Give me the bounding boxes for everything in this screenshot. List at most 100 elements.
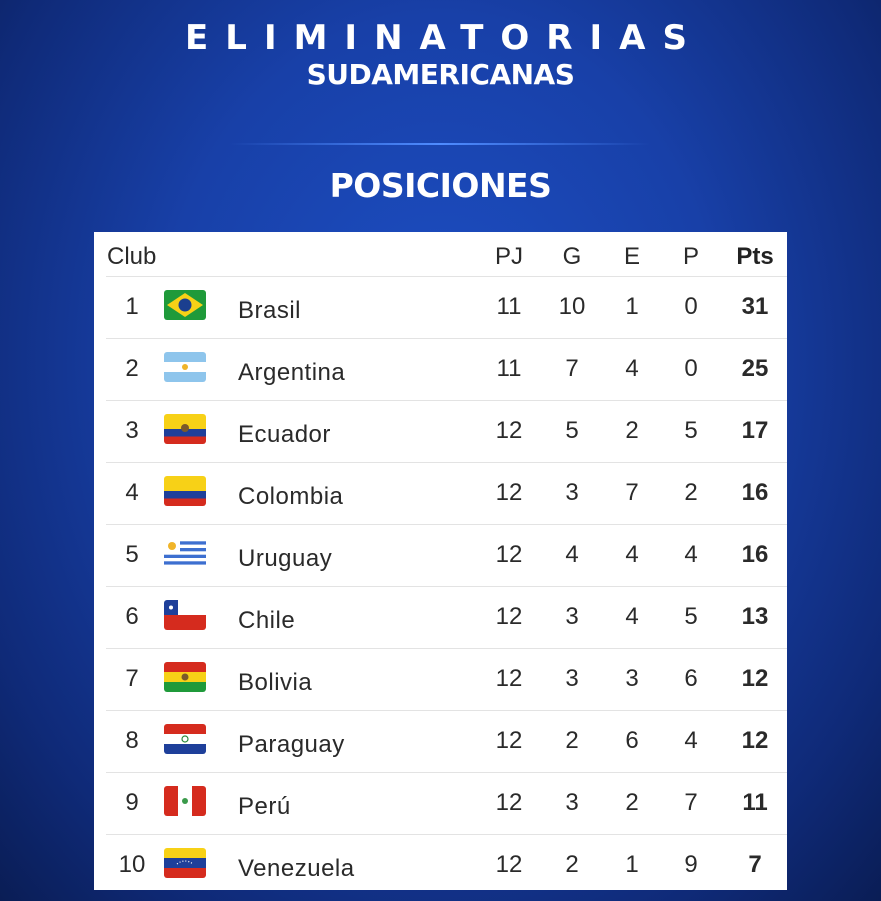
rank: 4 <box>125 479 139 506</box>
table-row[interactable]: 10 Venezuela 12 2 1 9 7 <box>94 834 787 890</box>
rank: 8 <box>125 727 139 754</box>
played: 12 <box>495 417 523 444</box>
col-p: P <box>682 243 699 270</box>
team-name[interactable]: Venezuela <box>238 855 355 882</box>
drawn: 6 <box>625 727 639 754</box>
lost: 7 <box>684 789 698 816</box>
col-pj: PJ <box>494 243 523 270</box>
row-divider <box>106 524 787 525</box>
divider <box>230 143 650 145</box>
played: 11 <box>496 355 522 382</box>
rank: 6 <box>125 603 139 630</box>
won: 2 <box>565 727 579 754</box>
rank: 5 <box>125 541 139 568</box>
row-divider <box>106 338 787 339</box>
table-row[interactable]: 2 Argentina 11 7 4 0 25 <box>94 338 787 400</box>
table-row[interactable]: 8 Paraguay 12 2 6 4 12 <box>94 710 787 772</box>
table-row[interactable]: 1 Brasil 11 10 1 0 31 <box>94 276 787 338</box>
won: 10 <box>558 293 586 320</box>
played: 12 <box>495 727 523 754</box>
won: 3 <box>565 665 579 692</box>
points: 13 <box>741 603 769 630</box>
brazil-flag-icon <box>164 290 206 320</box>
points: 16 <box>741 541 769 568</box>
team-name[interactable]: Colombia <box>238 483 344 510</box>
chile-flag-icon <box>164 600 206 630</box>
peru-flag-icon <box>164 786 206 816</box>
lost: 5 <box>684 603 698 630</box>
title-sudamericanas: SUDAMERICANAS <box>306 58 575 91</box>
rank: 10 <box>118 851 146 878</box>
table-row[interactable]: 4 Colombia 12 3 7 2 16 <box>94 462 787 524</box>
col-e: E <box>623 243 640 270</box>
won: 3 <box>565 479 579 506</box>
played: 12 <box>495 603 523 630</box>
points: 12 <box>741 727 769 754</box>
points: 25 <box>741 355 769 382</box>
lost: 5 <box>684 417 698 444</box>
points: 17 <box>741 417 769 444</box>
points: 12 <box>741 665 769 692</box>
title-eliminatorias: ELIMINATORIAS <box>185 18 704 58</box>
lost: 0 <box>684 293 698 320</box>
drawn: 3 <box>625 665 639 692</box>
won: 5 <box>565 417 579 444</box>
played: 12 <box>495 541 523 568</box>
rank: 3 <box>125 417 139 444</box>
drawn: 1 <box>625 293 639 320</box>
won: 4 <box>565 541 579 568</box>
lost: 4 <box>684 541 698 568</box>
rank: 1 <box>125 293 139 320</box>
colombia-flag-icon <box>164 476 206 506</box>
team-name[interactable]: Perú <box>238 793 291 820</box>
drawn: 4 <box>625 541 639 568</box>
drawn: 2 <box>625 417 639 444</box>
team-name[interactable]: Brasil <box>238 297 302 324</box>
points: 31 <box>741 293 769 320</box>
ecuador-flag-icon <box>164 414 206 444</box>
row-divider <box>106 400 787 401</box>
table-row[interactable]: 3 Ecuador 12 5 2 5 17 <box>94 400 787 462</box>
paraguay-flag-icon <box>164 724 206 754</box>
team-name[interactable]: Uruguay <box>238 545 333 572</box>
uruguay-flag-icon <box>164 538 206 568</box>
section-title: POSICIONES <box>329 166 552 205</box>
lost: 9 <box>684 851 698 878</box>
points: 7 <box>748 851 762 878</box>
team-name[interactable]: Argentina <box>238 359 346 386</box>
team-name[interactable]: Paraguay <box>238 731 345 758</box>
row-divider <box>106 276 787 277</box>
table-row[interactable]: 7 Bolivia 12 3 3 6 12 <box>94 648 787 710</box>
points: 11 <box>742 789 768 816</box>
played: 11 <box>496 293 522 320</box>
won: 3 <box>565 603 579 630</box>
lost: 4 <box>684 727 698 754</box>
row-divider <box>106 710 787 711</box>
lost: 0 <box>684 355 698 382</box>
argentina-flag-icon <box>164 352 206 382</box>
table-row[interactable]: 6 Chile 12 3 4 5 13 <box>94 586 787 648</box>
col-pts: Pts <box>736 243 774 270</box>
bolivia-flag-icon <box>164 662 206 692</box>
table-row[interactable]: 5 Uruguay 12 4 4 4 16 <box>94 524 787 586</box>
row-divider <box>106 462 787 463</box>
row-divider <box>106 586 787 587</box>
drawn: 2 <box>625 789 639 816</box>
team-name[interactable]: Ecuador <box>238 421 331 448</box>
table-row[interactable]: 9 Perú 12 3 2 7 11 <box>94 772 787 834</box>
col-club: Club <box>107 243 157 270</box>
drawn: 4 <box>625 603 639 630</box>
rank: 7 <box>125 665 139 692</box>
played: 12 <box>495 851 523 878</box>
won: 3 <box>565 789 579 816</box>
standings-table: Club PJ G E P Pts 1 Brasil 11 10 1 0 31 … <box>94 232 787 890</box>
played: 12 <box>495 479 523 506</box>
drawn: 4 <box>625 355 639 382</box>
lost: 6 <box>684 665 698 692</box>
team-name[interactable]: Bolivia <box>238 669 313 696</box>
rank: 2 <box>125 355 139 382</box>
lost: 2 <box>684 479 698 506</box>
played: 12 <box>495 789 523 816</box>
team-name[interactable]: Chile <box>238 607 296 634</box>
drawn: 7 <box>625 479 639 506</box>
